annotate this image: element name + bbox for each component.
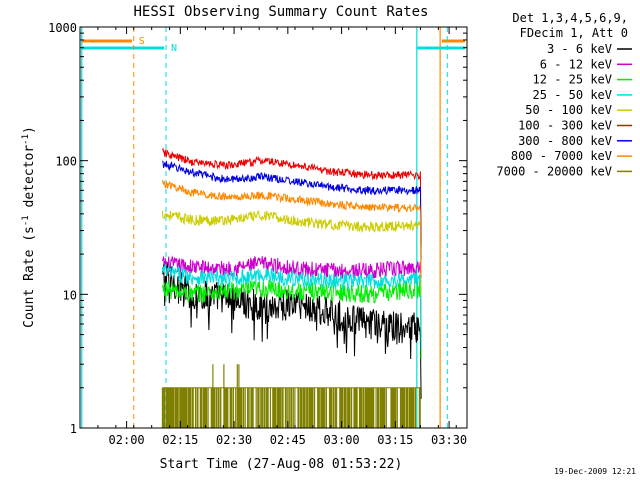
y-tick-label: 100 [55,155,77,169]
legend-label: 7000 - 20000 keV [496,164,612,178]
legend-label: 800 - 7000 keV [511,149,612,163]
legend: Det 1,3,4,5,6,9, FDecim 1, Att 0 3 - 6 k… [496,11,632,178]
chart-title: HESSI Observing Summary Count Rates [133,4,428,20]
plot-background [80,27,467,428]
series-25-50-kev-line [161,263,422,350]
x-ticks: 02:00 02:15 02:30 02:45 03:00 03:15 03:30 [97,27,467,447]
x-tick-label: 02:30 [216,433,252,447]
y-tick-label: 1000 [48,21,77,35]
instrument-state-bars: SN [81,27,465,428]
series-100-300-kev-line [161,147,422,246]
series-12-25-kev-line [161,278,422,359]
legend-label: 3 - 6 keV [547,42,612,56]
legend-label: 50 - 100 keV [525,103,612,117]
y-tick-label: 10 [63,288,77,302]
plot-frame [79,26,468,429]
legend-label: 12 - 25 keV [533,73,612,87]
x-tick-label: 03:00 [324,433,360,447]
marker-label-s: S [139,36,145,47]
plot-area [80,27,467,428]
y-tick-label: 1 [70,422,77,436]
series-layer [161,147,422,428]
x-tick-label: 03:30 [431,433,467,447]
x-tick-label: 03:15 [377,433,413,447]
legend-header-line-1: Det 1,3,4,5,6,9, [512,11,628,25]
x-tick-label: 02:00 [109,433,145,447]
series-7000-20000-kev-line [161,364,421,428]
x-axis-label: Start Time (27-Aug-08 01:53:22) [160,457,403,472]
x-tick-label: 02:45 [270,433,306,447]
legend-label: 25 - 50 keV [533,88,612,102]
timestamp: 19-Dec-2009 12:21 [554,467,636,476]
series-800-7000-kev-line [161,179,422,279]
series-6-12-kev-line [161,255,422,337]
legend-label: 300 - 800 keV [518,134,612,148]
legend-header-line-2: FDecim 1, Att 0 [520,26,628,40]
series-300-800-kev-line [162,160,422,261]
series-50-100-kev-line [161,210,422,295]
axes: 02:00 02:15 02:30 02:45 03:00 03:15 03:30 1 10 10… [48,21,468,447]
y-axis-label: Count Rate (s-1 detector-1) [21,126,37,328]
y-ticks: 1 10 100 1000 [48,21,467,436]
marker-label-n: N [171,43,177,54]
legend-label: 100 - 300 keV [518,119,612,133]
legend-label: 6 - 12 keV [540,57,612,71]
x-tick-label: 02:15 [162,433,198,447]
series-3-6-kev-line [161,263,422,399]
